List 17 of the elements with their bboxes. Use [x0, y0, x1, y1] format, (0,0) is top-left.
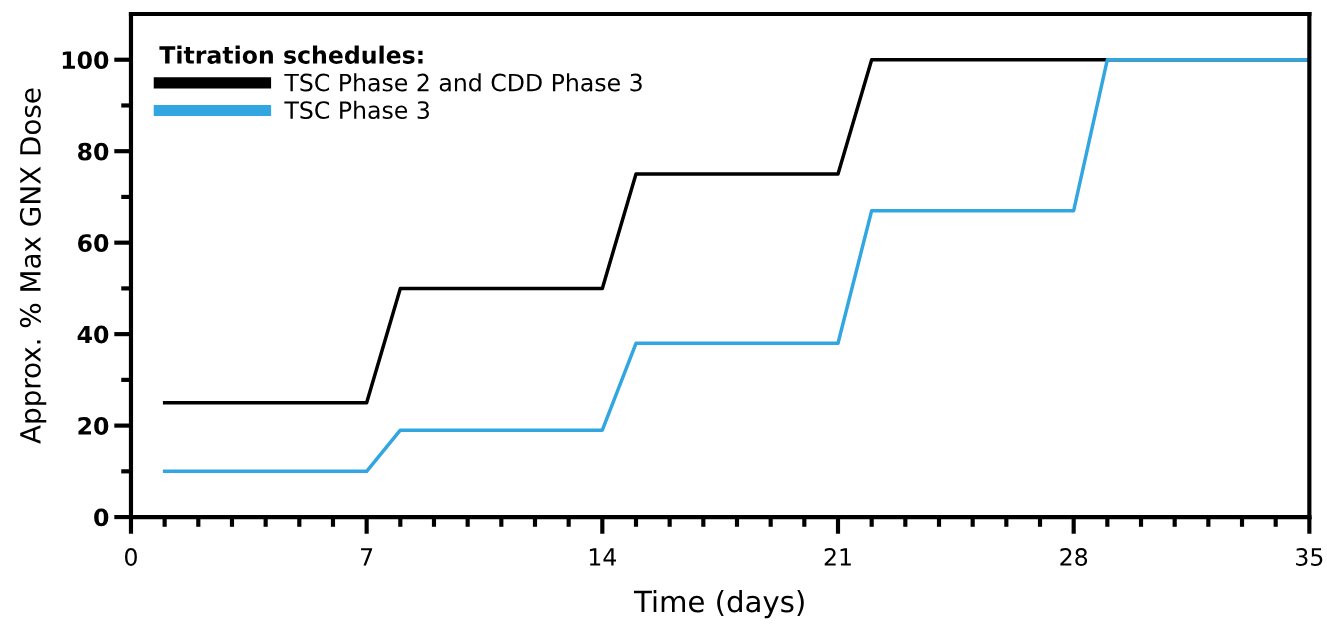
y-tick-label: 20 [78, 417, 109, 435]
x-tick-label: 14 [589, 548, 617, 566]
x-tick-label: 21 [824, 548, 851, 566]
x-tick-label: 7 [361, 548, 373, 566]
legend-label: TSC Phase 3 [284, 100, 429, 120]
x-tick-label: 35 [1296, 548, 1323, 566]
x-axis-title: Time (days) [633, 589, 804, 619]
y-tick-label: 100 [62, 51, 109, 70]
legend-title: Titration schedules: [159, 45, 423, 64]
x-tick-label: 0 [125, 548, 137, 566]
x-tick-label: 28 [1060, 548, 1088, 566]
y-tick-label: 40 [77, 325, 109, 344]
legend-label: TSC Phase 2 and CDD Phase 3 [284, 73, 642, 92]
y-tick-label: 80 [78, 142, 109, 161]
y-tick-label: 60 [78, 234, 109, 252]
y-axis-title: Approx. % Max GNX Dose [19, 88, 47, 444]
y-tick-label: 0 [94, 508, 109, 527]
